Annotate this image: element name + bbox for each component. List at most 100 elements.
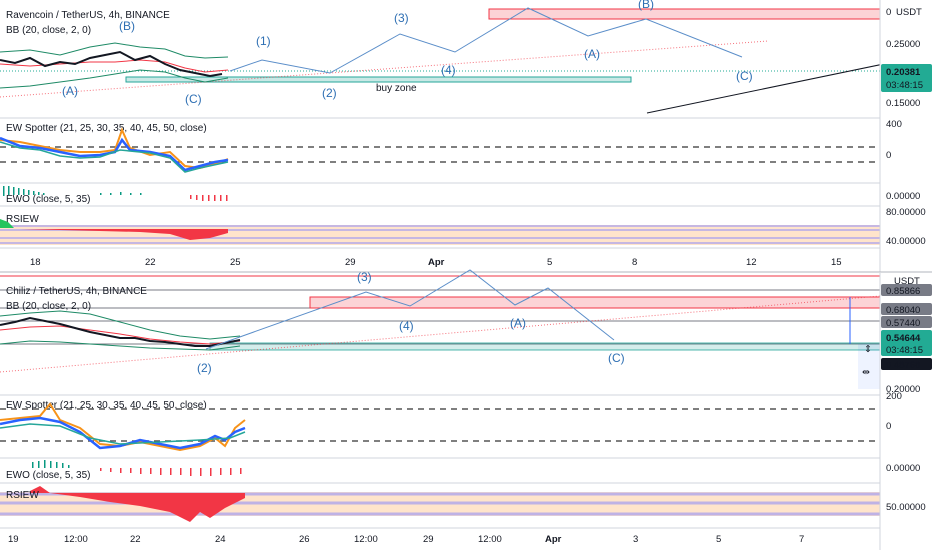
buy-zone-label: buy zone <box>376 83 417 94</box>
bottom-projection-path[interactable] <box>205 269 615 350</box>
bottom-ew-tick: 200 <box>886 391 902 402</box>
top-ewo-pane: EWO (close, 5, 35) <box>3 186 228 205</box>
bottom-price-tag-3 <box>881 316 932 328</box>
top-ew-pane: EW Spotter (21, 25, 30, 35, 40, 45, 50, … <box>0 123 880 173</box>
bottom-measure-handle-icon[interactable]: ⇕ <box>864 344 872 355</box>
bottom-wave-c: (C) <box>608 351 625 365</box>
top-title: Ravencoin / TetherUS, 4h, BINANCE <box>6 10 170 21</box>
top-rsi-fill-green <box>0 219 14 228</box>
bottom-demand-zone[interactable] <box>209 342 881 351</box>
top-price-candles <box>0 50 223 78</box>
bottom-rsi-pane: RSIEW <box>0 486 880 522</box>
bottom-last-price-tag <box>881 330 932 356</box>
bottom-ew-pane: EW Spotter (21, 25, 30, 35, 40, 45, 50, … <box>0 400 880 452</box>
top-bb-basis <box>0 59 229 73</box>
bottom-bb-legend: BB (20, close, 2, 0) <box>6 301 91 312</box>
bottom-red-trendline[interactable] <box>0 295 881 373</box>
bottom-price-tag-text: 0.48768 <box>886 360 920 371</box>
bottom-ew-line-teal <box>0 423 246 445</box>
top-bb-lower <box>0 69 229 89</box>
top-wave-1: (1) <box>256 34 271 48</box>
bottom-wave-4: (4) <box>399 319 414 333</box>
top-projection-path[interactable] <box>229 7 743 74</box>
top-time-tick: 12 <box>746 257 757 268</box>
bottom-last-price: 0.54644 <box>886 333 921 344</box>
bottom-bb-lower <box>0 340 241 351</box>
top-bb-legend: BB (20, close, 2, 0) <box>6 25 91 36</box>
bottom-time-tick: 24 <box>215 534 226 545</box>
bottom-price-tag-2 <box>881 303 932 315</box>
top-last-price-tag <box>881 64 932 92</box>
top-time-axis[interactable]: 18 22 25 29 Apr 5 8 12 15 <box>30 257 842 268</box>
bottom-ew-legend: EW Spotter (21, 25, 30, 35, 40, 45, 50, … <box>6 400 207 411</box>
top-time-tick: 29 <box>345 257 356 268</box>
bottom-ewo-bars-red <box>100 468 242 476</box>
top-wave-a-left: (A) <box>62 84 78 98</box>
top-time-tick: Apr <box>428 257 445 268</box>
bottom-measure-arrows-icon[interactable]: ⇹ <box>862 367 870 378</box>
top-buy-zone[interactable] <box>125 76 632 83</box>
bottom-countdown: 03:48:15 <box>886 345 923 356</box>
bottom-wave-3: (3) <box>357 270 372 284</box>
bottom-currency: USDT <box>894 276 920 287</box>
top-wave-c-left: (C) <box>185 92 202 106</box>
bottom-ewo-bars-green <box>32 460 70 468</box>
bottom-time-tick: 19 <box>8 534 19 545</box>
bottom-title: Chiliz / TetherUS, 4h, BINANCE <box>6 286 147 297</box>
top-time-tick: 8 <box>632 257 637 268</box>
top-price-scale[interactable]: 0 USDT 0.25000 0.20381 03:48:15 0.15000 … <box>879 0 932 272</box>
top-ewo-bars-green <box>3 186 142 196</box>
bottom-price-tag-text: 0.68040 <box>886 305 920 316</box>
top-time-tick: 25 <box>230 257 241 268</box>
top-wave-b-right: (B) <box>638 0 654 11</box>
top-wave-c-right: (C) <box>736 69 753 83</box>
bottom-price-tag-5 <box>881 358 932 370</box>
bottom-measure-box[interactable] <box>858 344 880 389</box>
top-ewo-tick: 0.00000 <box>886 191 920 202</box>
top-wave-2: (2) <box>322 86 337 100</box>
bottom-time-tick: 26 <box>299 534 310 545</box>
bottom-time-tick: 22 <box>130 534 141 545</box>
bottom-price-tag-1 <box>881 284 932 296</box>
bottom-ewo-legend: EWO (close, 5, 35) <box>6 470 90 481</box>
bottom-price-candles <box>0 316 241 347</box>
top-price-tick: 0.15000 <box>886 98 920 109</box>
top-ew-line-teal <box>0 141 229 173</box>
top-ew-legend: EW Spotter (21, 25, 30, 35, 40, 45, 50, … <box>6 123 207 134</box>
top-chart: buy zone (1) (2) (3) (4) (A) (B) (C) (A) <box>0 0 932 272</box>
top-price-pane[interactable]: buy zone (1) (2) (3) (4) (A) (B) (C) (A) <box>0 0 932 114</box>
top-ew-line-blue <box>0 136 229 172</box>
bottom-time-tick: 29 <box>423 534 434 545</box>
top-rsi-pane: RSIEW <box>0 214 880 245</box>
top-ew-tick: 0 <box>886 150 891 161</box>
bottom-supply-zone[interactable] <box>309 296 881 309</box>
bottom-time-tick: 3 <box>633 534 638 545</box>
top-wave-b-left: (B) <box>119 19 135 33</box>
top-wave-3: (3) <box>394 11 409 25</box>
top-time-tick: 15 <box>831 257 842 268</box>
top-time-tick: 22 <box>145 257 156 268</box>
top-ew-tick: 400 <box>886 119 902 130</box>
top-price-tick: 0.25000 <box>886 39 920 50</box>
top-rsi-tick: 80.00000 <box>886 207 926 218</box>
top-bb-upper <box>0 42 229 59</box>
bottom-price-tag-text: 0.57440 <box>886 318 920 329</box>
bottom-time-tick: 5 <box>716 534 721 545</box>
top-rsi-legend: RSIEW <box>6 214 39 225</box>
top-last-price: 0.20381 <box>886 67 921 78</box>
bottom-wave-2: (2) <box>197 361 212 375</box>
bottom-time-axis[interactable]: 19 12:00 22 24 26 12:00 29 12:00 Apr 3 5… <box>8 534 804 545</box>
bottom-bb-upper <box>0 310 241 340</box>
bottom-price-pane[interactable]: ⇕ ⇹ (3) (4) (A) (2) (C) Chiliz / TetherU… <box>0 269 881 389</box>
bottom-price-scale[interactable]: USDT 0.85866 0.68040 0.57440 0.54644 03:… <box>879 273 932 550</box>
top-rsi-fill-red <box>20 229 228 240</box>
bottom-rsi-legend: RSIEW <box>6 490 39 501</box>
bottom-chart: ⇕ ⇹ (3) (4) (A) (2) (C) Chiliz / TetherU… <box>0 269 932 550</box>
bottom-wave-a: (A) <box>510 316 526 330</box>
bottom-rsi-fill-red <box>30 486 245 522</box>
top-countdown: 03:48:15 <box>886 80 923 91</box>
bottom-time-tick: 12:00 <box>64 534 88 545</box>
bottom-time-tick: Apr <box>545 534 562 545</box>
bottom-price-tag-text: 0.85866 <box>886 286 920 297</box>
